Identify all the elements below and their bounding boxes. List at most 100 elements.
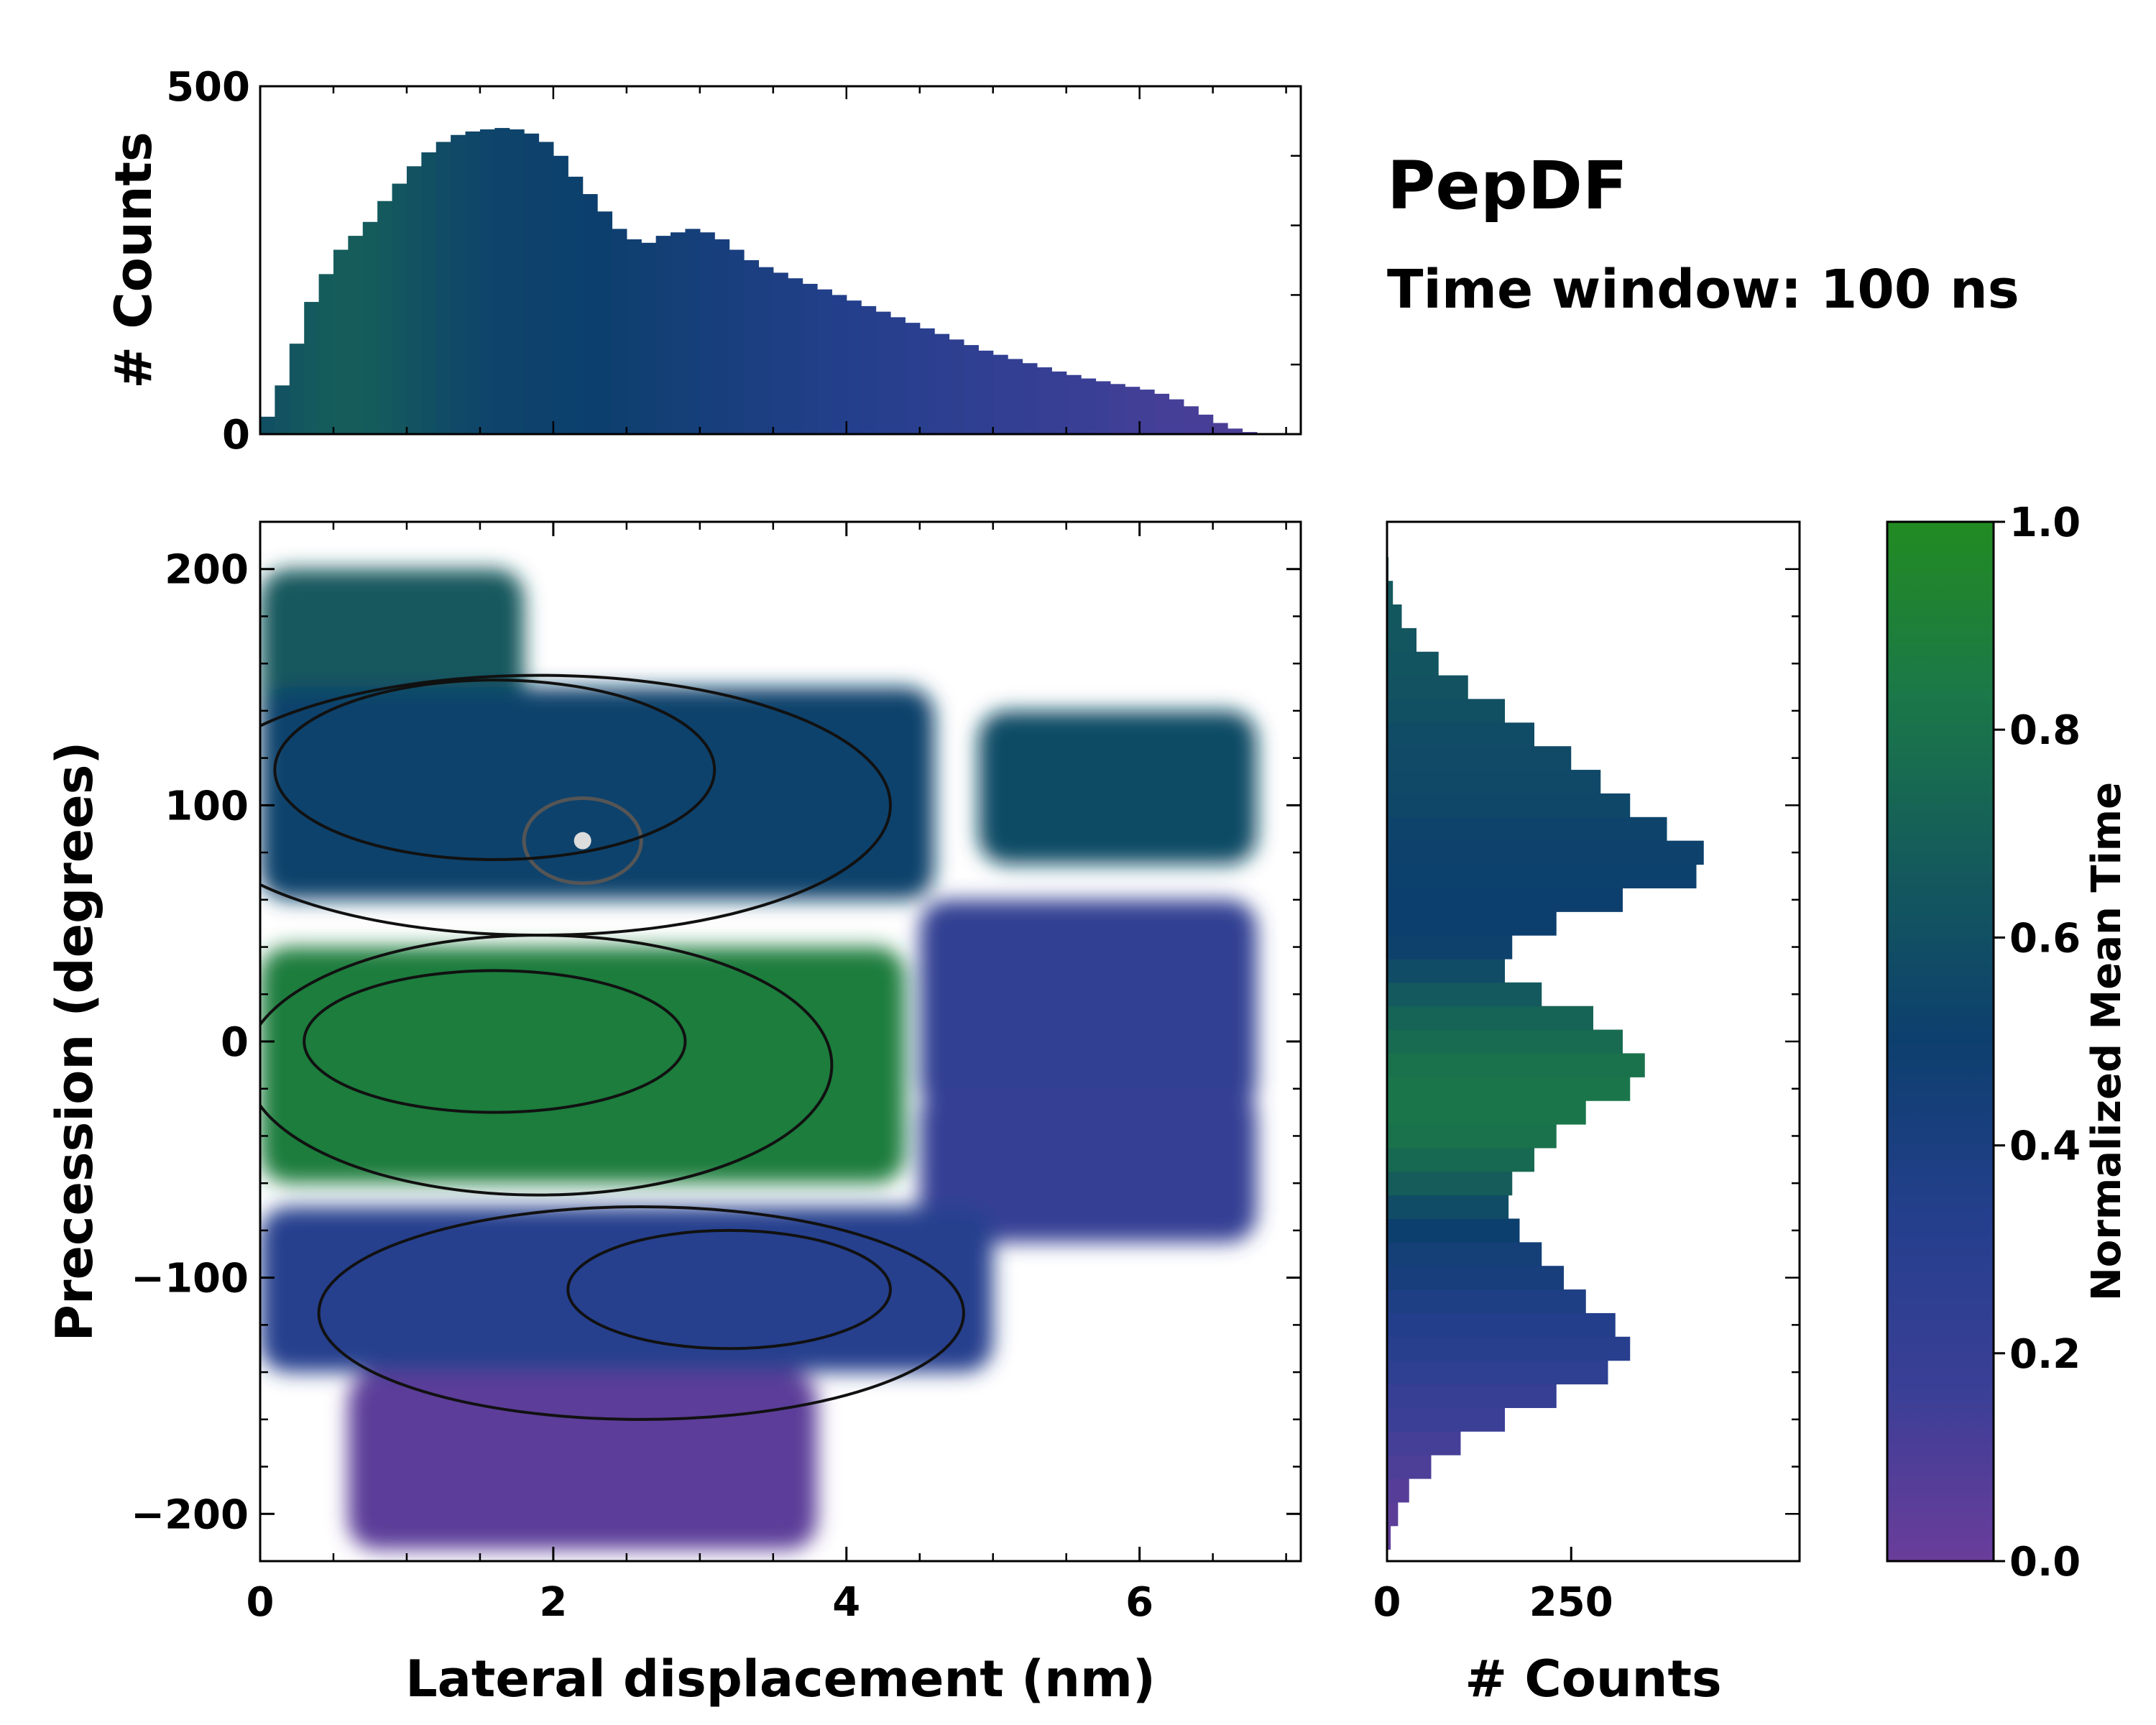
top-histogram-bar: [934, 334, 950, 434]
top-histogram-frame: [259, 85, 1302, 436]
top-histogram-bar: [465, 131, 481, 435]
contour-line: [260, 934, 834, 1197]
colorbar: 0.0 0.2 0.4 0.6 0.8 1.0 Normalized Mean Time: [1886, 500, 2130, 1586]
top-histogram-bar: [553, 155, 568, 435]
top-histogram-bar: [509, 129, 525, 435]
map-contours: [260, 673, 965, 1421]
right-histogram: 0 250 # Counts: [1373, 520, 1801, 1708]
contour-line: [303, 969, 687, 1114]
top-histogram-bar: [1169, 399, 1184, 434]
right-histogram-bar: [1387, 1289, 1586, 1314]
top-histogram-bar: [729, 249, 745, 434]
ytick-label: −100: [131, 1256, 249, 1302]
map-region-bottom-purple: [348, 1372, 817, 1550]
top-histogram-bar: [699, 232, 715, 434]
top-histogram-bar: [479, 129, 495, 435]
top-ytick-label: 500: [166, 64, 250, 111]
top-histogram-bar: [421, 152, 437, 434]
xtick-label: 6: [1125, 1579, 1153, 1626]
right-histogram-bar: [1387, 1100, 1586, 1125]
right-histogram-bar: [1387, 1124, 1557, 1149]
xtick-label: 0: [247, 1579, 275, 1626]
right-histogram-bar: [1387, 746, 1572, 770]
top-histogram-bar: [655, 236, 671, 434]
right-histogram-bar: [1387, 1242, 1542, 1266]
colorbar-tick-label: 0.6: [2009, 915, 2081, 962]
right-histogram-bar: [1387, 864, 1697, 888]
map-region-right-lower: [919, 1088, 1257, 1243]
top-histogram-bar: [1095, 381, 1111, 434]
right-histogram-bar: [1387, 1195, 1509, 1220]
top-histogram-bar: [992, 354, 1008, 434]
top-histogram-bar: [392, 183, 407, 434]
right-histogram-bar: [1387, 1147, 1534, 1172]
map-region-lower-band: [260, 1207, 993, 1373]
right-histogram-bar: [1387, 1407, 1505, 1432]
ytick-label: 0: [221, 1019, 249, 1066]
top-histogram-bar: [348, 236, 364, 434]
right-histogram-bar: [1387, 1501, 1399, 1527]
right-histogram-xlabel: # Counts: [1465, 1650, 1721, 1708]
top-histogram-bar: [905, 323, 921, 434]
colorbar-label: Normalized Mean Time: [2083, 782, 2130, 1301]
map-region-right-middle: [919, 899, 1257, 1113]
ytick-label: 200: [165, 547, 249, 594]
joint-map-ylabel: Precession (degrees): [45, 742, 104, 1342]
top-histogram-bar: [494, 128, 510, 434]
top-histogram-bar: [1154, 393, 1170, 434]
top-histogram-bar: [1081, 378, 1097, 434]
xtick-label: 4: [832, 1579, 860, 1626]
right-histogram-bar: [1387, 722, 1534, 747]
joint-map-xlabel: Lateral displacement (nm): [405, 1650, 1156, 1708]
colorbar-tick-label: 0.2: [2009, 1331, 2081, 1378]
top-histogram-bar: [1125, 387, 1141, 434]
top-histogram-bar: [451, 134, 466, 434]
top-histogram-bar: [846, 300, 862, 434]
top-histogram-bar: [1022, 363, 1038, 434]
top-histogram-bar: [641, 242, 657, 434]
right-histogram-ticks: 0 250: [1373, 520, 1800, 1626]
top-histogram-bar: [582, 194, 598, 434]
right-histogram-bars: [1387, 557, 1704, 1550]
right-histogram-bar: [1387, 840, 1704, 865]
right-histogram-bar: [1387, 888, 1623, 912]
top-histogram-bar: [275, 385, 290, 434]
top-histogram-bar: [377, 201, 393, 434]
top-histogram-bar: [949, 339, 964, 434]
top-histogram-bar: [1198, 414, 1214, 434]
top-histogram-bar: [304, 302, 320, 434]
top-histogram-ylabel: # Counts: [104, 132, 163, 388]
contour-line: [566, 1228, 892, 1351]
right-histogram-bar: [1387, 1336, 1631, 1361]
contour-line: [317, 1205, 965, 1421]
top-histogram-bar: [773, 272, 788, 434]
top-histogram-bar: [1110, 384, 1125, 434]
joint-map-ticks: 0 2 4 6 −200 −100 0 100 200: [131, 520, 1301, 1626]
figure-title: PepDF: [1387, 147, 1628, 224]
top-histogram-bar: [758, 267, 774, 434]
top-histogram-bar: [1227, 428, 1243, 434]
right-histogram-bar: [1387, 1053, 1645, 1077]
right-histogram-bar: [1387, 651, 1439, 676]
top-histogram-bar: [436, 142, 451, 434]
right-histogram-bar: [1387, 1218, 1520, 1243]
contour-line: [522, 796, 643, 886]
right-histogram-bar: [1387, 935, 1513, 960]
colorbar-tick-label: 1.0: [2009, 500, 2081, 546]
top-histogram-bar: [1183, 406, 1199, 434]
top-histogram-bar: [260, 416, 275, 434]
top-histogram-bar: [685, 229, 701, 434]
right-histogram-bar: [1387, 1478, 1409, 1503]
top-histogram-bar: [890, 317, 906, 434]
top-histogram-bar: [1036, 367, 1052, 434]
top-histogram-bar: [1212, 423, 1228, 434]
top-histogram-bar: [538, 142, 554, 434]
top-histogram-bar: [978, 350, 994, 434]
contour-peak: [573, 832, 591, 850]
top-histogram-bar: [816, 289, 832, 434]
colorbar-tick-label: 0.4: [2009, 1123, 2081, 1170]
figure-subtitle: Time window: 100 ns: [1387, 259, 2019, 321]
top-histogram-bar: [788, 278, 803, 434]
top-histogram-bar: [714, 239, 730, 434]
top-histogram-bar: [318, 274, 334, 434]
